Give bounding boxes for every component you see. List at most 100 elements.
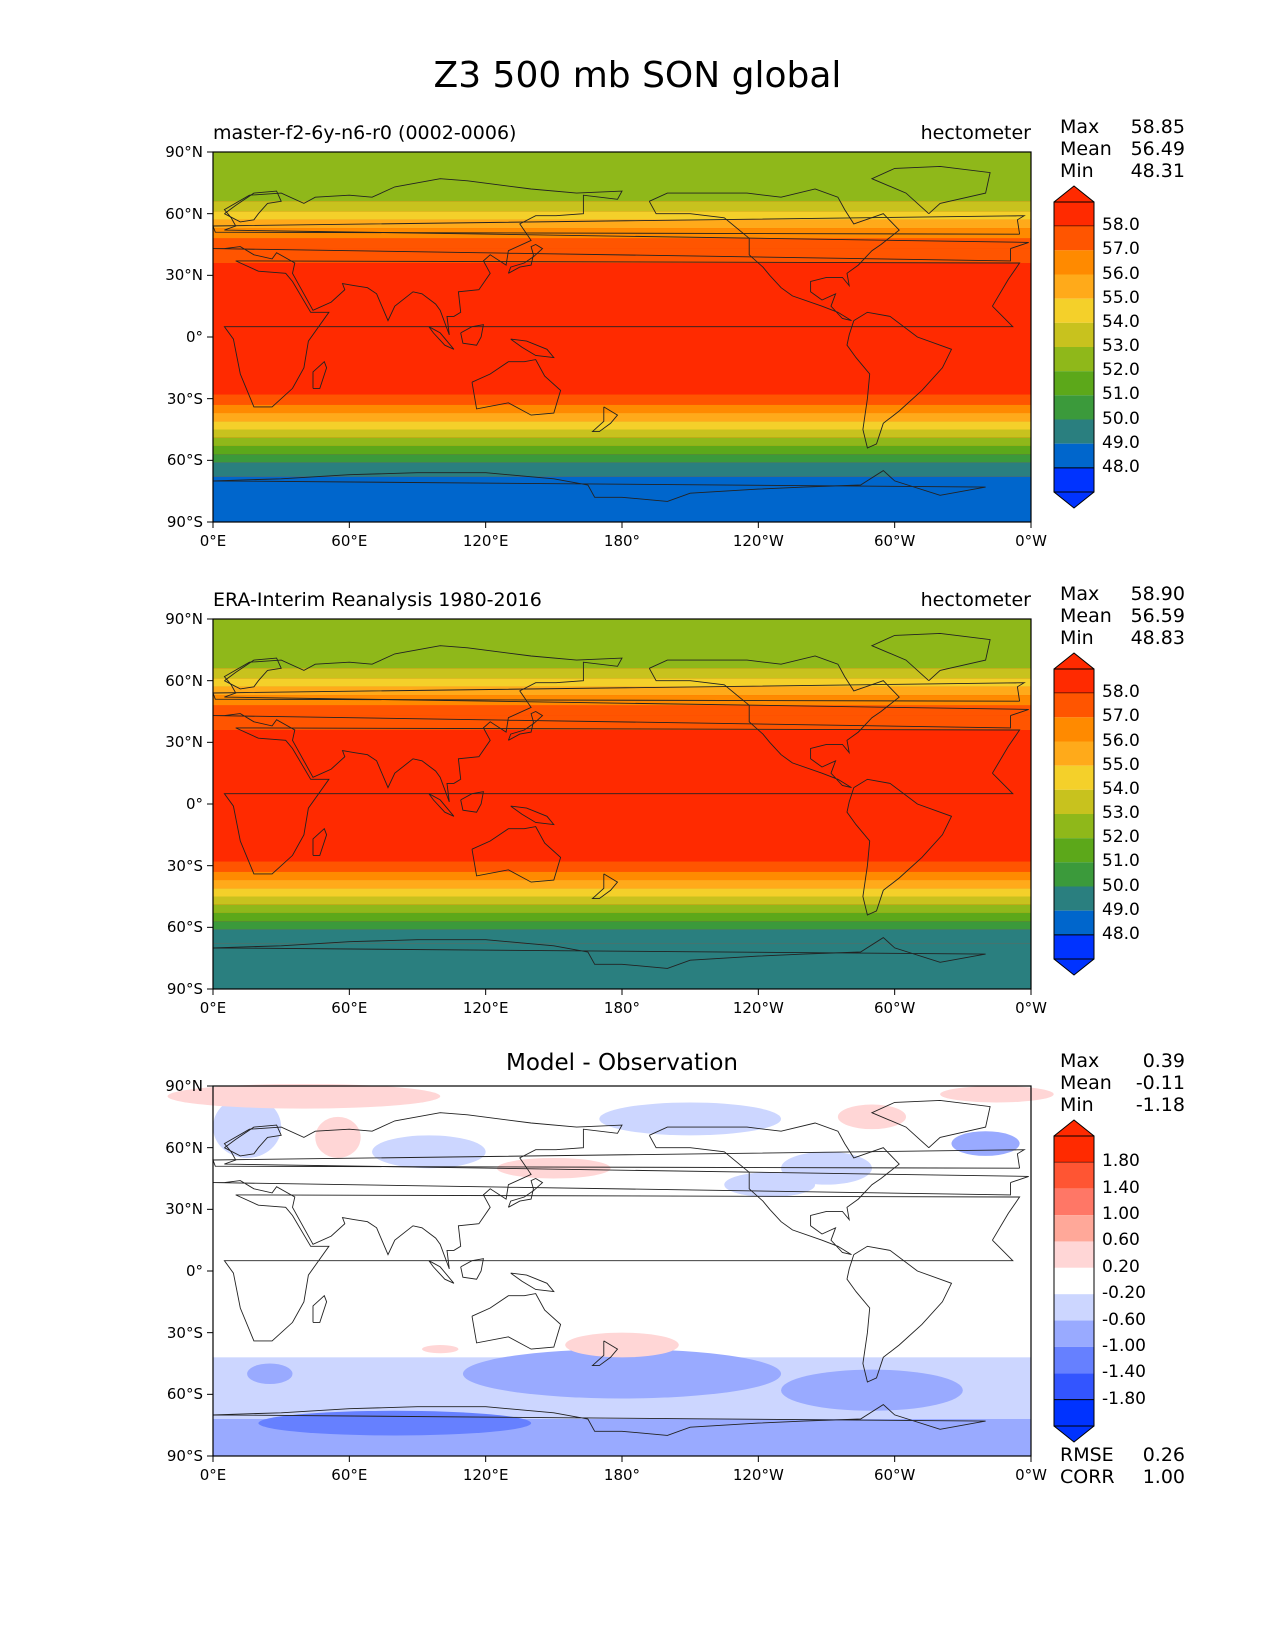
y-tick-label: 60°N <box>165 1138 203 1157</box>
colorbar-swatch <box>1054 443 1094 468</box>
coastline-japan <box>507 1177 544 1208</box>
colorbar-tick-label: 55.0 <box>1102 754 1140 775</box>
stat-label-max: Max <box>1060 1050 1100 1072</box>
coastline-newguinea <box>510 1272 555 1293</box>
y-tick-label: 90°N <box>165 610 203 628</box>
y-tick-label: 60°N <box>165 204 203 223</box>
colorbar-swatch <box>1054 1188 1094 1216</box>
colorbar-swatch <box>1054 371 1094 396</box>
colorbar-tick-label: -1.00 <box>1102 1335 1146 1356</box>
colorbar-frame <box>1053 668 1095 960</box>
coastline-borneo <box>460 1258 484 1280</box>
stat-label-min: Min <box>1060 627 1094 649</box>
stat-label-mean: Mean <box>1060 138 1112 160</box>
y-tick-label: 30°S <box>166 856 203 875</box>
field-band <box>213 445 1031 455</box>
colorbar-swatch <box>1054 862 1094 887</box>
colorbar-min-extend <box>1053 1399 1095 1443</box>
field-band <box>213 705 1031 716</box>
coastline-scandinavia <box>224 1124 282 1157</box>
x-tick-label: 120°E <box>462 532 509 550</box>
colorbar-swatch <box>1054 1241 1094 1268</box>
colorbar-min-extend <box>1053 934 1095 976</box>
stat-label-corr: CORR <box>1060 1466 1115 1488</box>
x-tick-label: 0°W <box>1015 1466 1047 1484</box>
colorbar-tick-label: 50.0 <box>1102 875 1140 896</box>
field-anomaly <box>565 1332 679 1358</box>
field-band <box>213 619 1031 669</box>
y-tick-label: 0° <box>185 1262 203 1280</box>
colorbar-tick-label: 48.0 <box>1102 923 1140 944</box>
coastline-greenland <box>870 165 991 215</box>
coastline-namerica <box>648 188 900 322</box>
coastline-japan <box>507 710 544 741</box>
field-anomaly <box>746 1174 793 1195</box>
x-tick-label: 0°E <box>199 1466 227 1484</box>
y-tick-label: 30°S <box>166 389 203 408</box>
colorbar-tick-label: 54.0 <box>1102 778 1140 799</box>
coastline-sumatra <box>428 1260 455 1284</box>
panel-title-left: master-f2-6y-n6-r0 (0002-0006) <box>213 122 517 144</box>
stat-label-mean: Mean <box>1060 1072 1112 1094</box>
field-band <box>213 929 1031 944</box>
coastline-samerica <box>846 778 953 916</box>
colorbar-tick-label: -0.20 <box>1102 1283 1146 1304</box>
colorbar-tick-label: 1.80 <box>1102 1151 1140 1172</box>
coastline-antarctica <box>212 470 986 522</box>
colorbar-min-extend <box>1053 467 1095 509</box>
x-tick-label: 60°W <box>873 532 916 550</box>
x-tick-label: 120°E <box>462 1466 509 1484</box>
coastline-sumatra <box>428 326 455 350</box>
field-band <box>213 912 1031 922</box>
map-field-1 <box>213 152 1031 522</box>
stat-label-rmse: RMSE <box>1060 1444 1114 1466</box>
coastline-antarctica <box>212 937 986 989</box>
x-tick-label: 60°E <box>331 1466 368 1484</box>
coastline-newguinea <box>510 338 555 359</box>
colorbar-tick-label: 1.00 <box>1102 1204 1140 1225</box>
field-band <box>213 219 1031 229</box>
figure-title: Z3 500 mb SON global <box>433 55 842 96</box>
coastline-samerica <box>846 1245 953 1383</box>
colorbar-2 <box>1053 652 1095 976</box>
colorbar-tick-label: 53.0 <box>1102 336 1140 356</box>
colorbar-swatch <box>1054 347 1094 372</box>
colorbar-swatch <box>1054 838 1094 863</box>
colorbar-swatch <box>1054 395 1094 420</box>
field-band <box>213 921 1031 930</box>
colorbar-swatch <box>1054 741 1094 766</box>
coastline-samerica <box>846 311 953 449</box>
colorbar-swatch <box>1054 322 1094 347</box>
coastline-africa <box>223 727 1021 875</box>
colorbar-tick-label: 55.0 <box>1102 287 1140 308</box>
field-anomaly <box>940 1086 1054 1103</box>
colorbar-swatch <box>1054 250 1094 275</box>
x-tick-label: 0°W <box>1015 532 1047 550</box>
field-band <box>213 896 1031 905</box>
field-band <box>213 880 1031 889</box>
colorbar-max-extend <box>1053 185 1095 227</box>
field-band <box>213 421 1031 430</box>
field-anomaly <box>213 1096 282 1158</box>
y-tick-label: 60°S <box>166 1385 203 1404</box>
colorbar-frame <box>1053 1135 1095 1427</box>
stat-label-max: Max <box>1060 116 1100 138</box>
colorbar-tick-label: 58.0 <box>1102 215 1140 236</box>
colorbar-tick-label: 49.0 <box>1102 899 1140 920</box>
panel-units: hectometer <box>920 122 1031 144</box>
stat-value-mean: 56.59 <box>1130 605 1185 627</box>
colorbar-tick-label: 49.0 <box>1102 432 1140 453</box>
colorbar-tick-label: 51.0 <box>1102 384 1140 405</box>
field-anomaly <box>951 1131 1020 1156</box>
coastline-namerica <box>648 655 900 789</box>
stat-value-corr: 1.00 <box>1142 1466 1185 1488</box>
field-anomaly <box>247 1363 293 1385</box>
field-anomaly <box>372 1135 486 1169</box>
coastline-scandinavia <box>224 190 282 223</box>
stat-value-rmse: 0.26 <box>1142 1444 1185 1466</box>
stat-label-min: Min <box>1060 160 1094 182</box>
coastline-madagascar <box>312 1294 328 1323</box>
y-tick-label: 90°S <box>166 1447 203 1465</box>
x-tick-label: 120°W <box>732 1466 784 1484</box>
colorbar-tick-label: 54.0 <box>1102 311 1140 332</box>
